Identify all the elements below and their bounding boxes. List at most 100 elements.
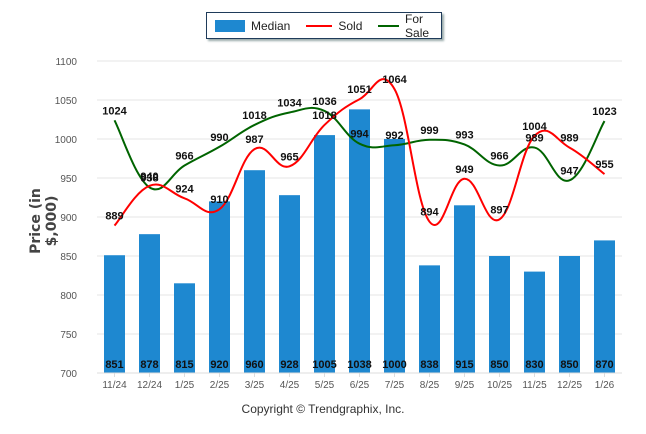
- median-bar-label: 1005: [312, 359, 336, 371]
- y-tick-label: 1100: [55, 57, 77, 68]
- sold-point-label: 889: [105, 211, 123, 223]
- sold-point-label: 949: [455, 164, 473, 176]
- sold-point-label: 910: [210, 194, 228, 206]
- x-tick-label: 8/25: [420, 380, 440, 391]
- y-tick-label: 850: [60, 252, 77, 263]
- y-axis-ticks: 700 750 800 850 900 950 1000 1050 1100: [55, 57, 78, 380]
- y-tick-label: 1050: [55, 96, 78, 107]
- median-bar[interactable]: [524, 271, 545, 373]
- median-bars: [104, 109, 615, 374]
- median-bar[interactable]: [489, 256, 510, 373]
- median-bar-label: 928: [280, 359, 298, 371]
- sold-point-label: 894: [420, 207, 439, 219]
- median-bar-label: 1000: [382, 359, 406, 371]
- for-sale-point-label: 999: [420, 125, 438, 137]
- legend-label-sold: Sold: [338, 18, 363, 33]
- for-sale-point-label: 992: [385, 130, 403, 142]
- for-sale-point-label: 938: [140, 172, 158, 184]
- copyright-footer: Copyright © Trendgraphix, Inc.: [241, 402, 405, 416]
- legend-label-for-sale: For Sale: [405, 11, 430, 40]
- sold-line[interactable]: [113, 78, 606, 227]
- sold-point-label: 1018: [312, 110, 336, 122]
- x-tick-label: 3/25: [245, 380, 265, 391]
- legend-item-median[interactable]: Median: [215, 19, 290, 33]
- median-bar[interactable]: [139, 234, 160, 373]
- x-tick-label: 1/25: [175, 380, 195, 391]
- for-sale-point-label: 1018: [242, 110, 266, 122]
- for-sale-point-label: 947: [560, 165, 578, 177]
- for-sale-point-label: 994: [350, 129, 369, 141]
- median-bar-label: 851: [105, 359, 123, 371]
- median-bar[interactable]: [384, 139, 405, 373]
- y-tick-label: 700: [60, 369, 77, 380]
- sold-point-label: 989: [560, 133, 578, 145]
- median-bar[interactable]: [174, 283, 195, 373]
- median-swatch: [215, 19, 245, 32]
- median-bar[interactable]: [594, 240, 615, 373]
- for-sale-swatch: [378, 24, 400, 27]
- median-bar[interactable]: [244, 170, 265, 373]
- median-bar-label: 920: [210, 359, 228, 371]
- median-bar-label: 850: [490, 359, 508, 371]
- x-tick-label: 2/25: [210, 380, 230, 391]
- x-tick-label: 11/24: [102, 380, 127, 391]
- median-bar[interactable]: [419, 265, 440, 373]
- for-sale-point-label: 1024: [102, 105, 127, 117]
- median-bar[interactable]: [209, 201, 230, 373]
- x-axis-ticks: 11/24 12/24 1/25 2/25 3/25 4/25 5/25 6/25 7/25 8/…: [97, 372, 622, 391]
- x-tick-label: 11/25: [522, 380, 547, 391]
- for-sale-point-label: 966: [175, 151, 193, 163]
- for-sale-point-label: 990: [210, 132, 228, 144]
- y-tick-label: 750: [60, 330, 77, 341]
- sold-point-label: 897: [490, 204, 508, 216]
- median-bar[interactable]: [349, 109, 370, 374]
- x-tick-label: 7/25: [385, 380, 405, 391]
- sold-point-label: 1064: [382, 74, 407, 86]
- series-lines: [113, 78, 606, 227]
- sold-point-label: 965: [280, 151, 298, 163]
- median-bar-label: 830: [525, 359, 543, 371]
- legend-item-sold[interactable]: Sold: [298, 19, 362, 33]
- y-tick-label: 900: [60, 213, 77, 224]
- median-bar-label: 850: [560, 359, 578, 371]
- x-tick-label: 10/25: [487, 380, 512, 391]
- for-sale-point-label: 1023: [592, 106, 616, 118]
- sold-swatch: [306, 24, 333, 27]
- median-bar-label: 960: [245, 359, 263, 371]
- for-sale-point-label: 1036: [312, 96, 336, 108]
- sold-point-label: 940: [140, 171, 158, 183]
- median-bar[interactable]: [559, 256, 580, 373]
- legend: Median Sold For Sale: [206, 12, 442, 40]
- sold-point-label: 987: [245, 134, 263, 146]
- median-bar[interactable]: [104, 255, 125, 373]
- x-tick-label: 12/25: [557, 380, 582, 391]
- median-bar-label: 870: [595, 359, 613, 371]
- median-bar[interactable]: [454, 205, 475, 373]
- y-tick-label: 800: [60, 291, 77, 302]
- x-tick-label: 9/25: [455, 380, 475, 391]
- median-bar-label: 915: [455, 359, 473, 371]
- median-bar-label: 838: [420, 359, 438, 371]
- median-bar-label: 815: [175, 359, 193, 371]
- median-bar[interactable]: [279, 195, 300, 373]
- x-tick-label: 6/25: [350, 380, 370, 391]
- for-sale-line[interactable]: [113, 106, 606, 191]
- for-sale-point-label: 1034: [277, 97, 302, 109]
- y-axis-label: Price (in $,000): [28, 188, 60, 254]
- for-sale-point-label: 993: [455, 129, 473, 141]
- median-bar-label: 878: [140, 359, 158, 371]
- sold-point-label: 1051: [347, 84, 371, 96]
- median-bar[interactable]: [314, 135, 335, 373]
- x-tick-label: 1/26: [595, 380, 615, 391]
- sold-point-label: 1004: [522, 121, 547, 133]
- legend-item-for-sale[interactable]: For Sale: [370, 12, 441, 40]
- for-sale-point-label: 989: [525, 133, 543, 145]
- legend-label-median: Median: [251, 18, 291, 33]
- x-tick-label: 4/25: [280, 380, 300, 391]
- sold-point-label: 924: [175, 183, 194, 195]
- y-tick-label: 950: [60, 174, 77, 185]
- median-bar-label: 1038: [347, 359, 371, 371]
- x-tick-label: 5/25: [315, 380, 335, 391]
- y-tick-label: 1000: [55, 135, 78, 146]
